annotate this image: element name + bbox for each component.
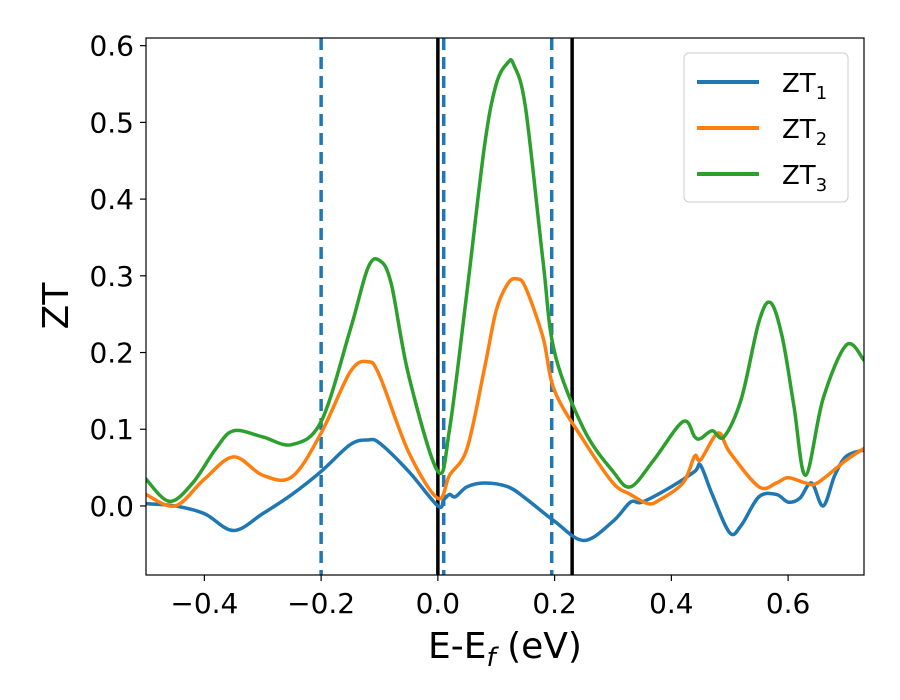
legend-label-zt3: ZT3 — [782, 161, 827, 196]
reference-lines — [319, 38, 574, 575]
x-tick-label: 0.0 — [416, 587, 461, 620]
legend-label-zt1: ZT1 — [782, 69, 827, 104]
x-tick-label: −0.4 — [170, 587, 238, 620]
series-line-zt1 — [146, 437, 864, 543]
y-tick-label: 0.2 — [89, 337, 134, 370]
x-tick-label: 0.4 — [649, 587, 694, 620]
x-axis-title: E-Ef (eV) — [428, 626, 582, 673]
y-tick-label: 0.5 — [89, 106, 134, 139]
series-line-zt3 — [146, 57, 864, 504]
plot-frame — [145, 37, 865, 576]
x-tick-label: 0.2 — [532, 587, 577, 620]
legend: ZT1 ZT2 ZT3 — [683, 52, 849, 203]
y-tick-label: 0.6 — [89, 30, 134, 63]
x-tick-label: −0.2 — [287, 587, 355, 620]
x-axis: −0.4 −0.2 0.0 0.2 0.4 0.6 — [170, 575, 810, 620]
y-tick-label: 0.4 — [89, 183, 134, 216]
x-tick-label: 0.6 — [766, 587, 811, 620]
y-axis: 0.0 0.1 0.2 0.3 0.4 0.5 0.6 — [89, 30, 146, 523]
legend-box — [683, 52, 849, 203]
series-line-zt2 — [146, 276, 864, 509]
y-tick-label: 0.1 — [89, 413, 134, 446]
y-tick-label: 0.0 — [89, 490, 134, 523]
y-axis-title: ZT — [36, 282, 77, 330]
y-tick-label: 0.3 — [89, 260, 134, 293]
legend-label-zt2: ZT2 — [782, 115, 827, 150]
series-layer — [146, 57, 864, 543]
